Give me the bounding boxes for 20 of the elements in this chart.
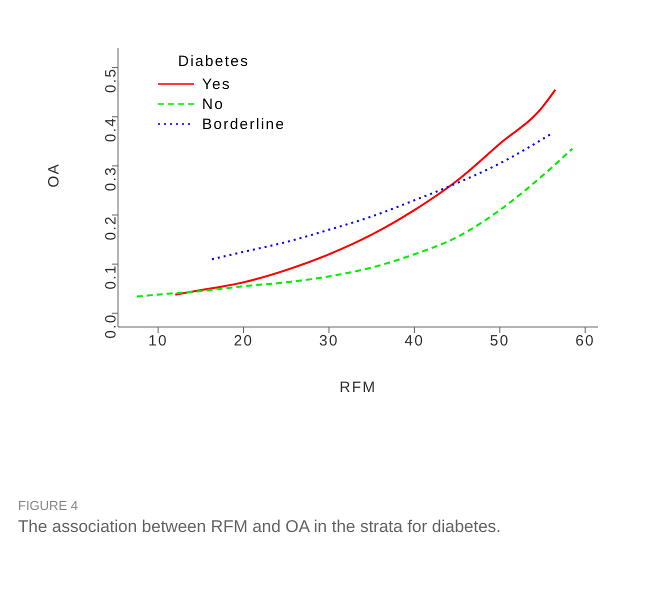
y-tick-label: 0.3 bbox=[102, 166, 120, 192]
text: The association between RFM and OA in the strata for diabetes. bbox=[18, 517, 502, 537]
x-tick-label: 40 bbox=[404, 332, 424, 350]
x-tick-label: 50 bbox=[490, 332, 510, 350]
x-tick-label: 60 bbox=[575, 332, 596, 350]
y-tick-label: 0.0 bbox=[102, 313, 120, 339]
legend-label: Borderline bbox=[202, 116, 286, 132]
y-tick-label: 0.5 bbox=[102, 68, 120, 94]
x-axis-title: RFM bbox=[340, 379, 376, 396]
legend-label: No bbox=[202, 96, 224, 112]
x-tick-label: 30 bbox=[319, 332, 339, 350]
legend-title: Diabetes bbox=[178, 53, 250, 70]
y-tick-label: 0.4 bbox=[102, 116, 120, 142]
y-tick-label: 0.2 bbox=[102, 215, 120, 240]
x-tick-label: 10 bbox=[148, 332, 168, 350]
y-axis-title: OA bbox=[45, 162, 62, 188]
caption: FIGURE 4 bbox=[18, 498, 79, 513]
y-tick-label: 0.1 bbox=[102, 264, 120, 290]
x-tick-label: 20 bbox=[234, 332, 254, 350]
legend-label: Yes bbox=[202, 76, 231, 92]
